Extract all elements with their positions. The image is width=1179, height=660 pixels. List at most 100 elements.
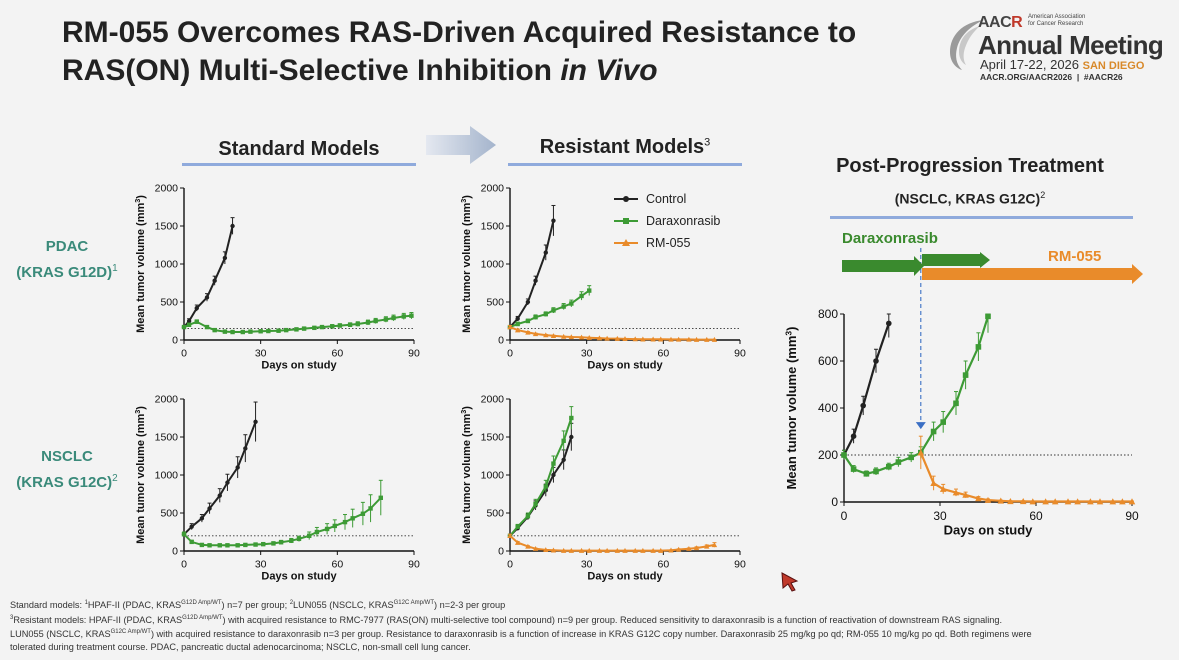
y-axis-label: Mean tumor volume (mm3) (460, 195, 473, 333)
data-point-daraxonrasib (569, 301, 574, 306)
slide-title-line1: RM-055 Overcomes RAS-Driven Acquired Res… (62, 16, 857, 49)
data-point-daraxonrasib (222, 329, 228, 334)
chart-post-progression: 0 200 400 600 800 0 30 60 90 Days on study Mean tu… (783, 248, 1139, 537)
data-point-rm-055 (507, 324, 513, 330)
x-axis-label: Days on study (261, 359, 337, 371)
y-tick-label: 500 (486, 508, 504, 520)
x-tick-label: 0 (507, 559, 513, 571)
data-point-rm-055 (586, 547, 592, 553)
data-point-daraxonrasib (975, 344, 982, 350)
data-point-control (515, 316, 520, 321)
x-tick-label: 0 (181, 559, 187, 571)
aacr-logo: AACR American Association for Cancer Res… (944, 8, 1172, 82)
series-line-rm-055 (509, 535, 715, 552)
data-point-rm-055 (668, 547, 674, 553)
data-point-daraxonrasib (841, 452, 847, 458)
data-point-daraxonrasib (294, 327, 299, 332)
y-tick-label: 0 (172, 546, 178, 558)
slide-title-line2-italic: in Vivo (560, 54, 658, 87)
data-point-rm-055 (532, 331, 539, 337)
data-point-daraxonrasib (908, 454, 914, 461)
data-point-rm-055 (939, 485, 947, 492)
data-point-daraxonrasib (383, 317, 389, 322)
y-axis-label-close: ) (135, 195, 147, 199)
x-tick-label: 90 (408, 559, 420, 571)
y-tick-label: 1000 (155, 470, 179, 482)
slide-title-line2: RAS(ON) Multi-Selective Inhibition in Vi… (62, 52, 932, 90)
data-point-daraxonrasib (569, 415, 574, 421)
data-point-daraxonrasib (342, 519, 348, 525)
data-point-rm-055 (1051, 498, 1059, 505)
data-point-daraxonrasib (248, 329, 253, 334)
series-line-control (843, 323, 890, 456)
switch-marker-arrow-icon (915, 422, 926, 430)
data-point-rm-055 (711, 336, 718, 342)
data-point-control (551, 472, 556, 478)
data-point-daraxonrasib (391, 315, 396, 321)
x-tick-label: 60 (331, 348, 343, 360)
data-point-control (225, 480, 230, 485)
data-point-rm-055 (1029, 498, 1037, 505)
y-tick-label: 600 (818, 354, 838, 368)
y-axis-label: Mean tumor volume (mm3) (134, 406, 147, 544)
y-tick-label: 1000 (155, 259, 179, 271)
y-axis-label-sup: 3 (460, 199, 468, 203)
data-point-daraxonrasib (276, 328, 281, 333)
data-point-rm-055 (952, 489, 960, 496)
data-point-rm-055 (1007, 497, 1014, 505)
data-point-daraxonrasib (895, 459, 902, 465)
data-point-rm-055 (686, 546, 692, 551)
row-label-pdac-line1: PDAC (45, 238, 89, 255)
data-point-daraxonrasib (301, 326, 307, 331)
aacr-logo-dates: April 17-22, 2026 SAN DIEGO (980, 57, 1145, 72)
data-point-daraxonrasib (355, 321, 360, 327)
data-point-daraxonrasib (330, 324, 335, 329)
y-axis-label-close: ) (461, 406, 473, 410)
y-axis-label-sup: 3 (134, 199, 142, 203)
data-point-daraxonrasib (337, 323, 343, 328)
footnote-line2: 3Resistant models: HPAF-II (PDAC, KRASG1… (10, 614, 1003, 625)
row-label-nsclc: NSCLC (KRAS G12C)2 (4, 446, 130, 494)
data-point-daraxonrasib (930, 428, 937, 435)
aacr-logo-brand: AACR (978, 14, 1023, 31)
data-point-daraxonrasib (284, 327, 289, 333)
y-axis-label-close: ) (461, 195, 473, 199)
y-tick-label: 500 (160, 297, 178, 309)
data-point-rm-055 (568, 334, 575, 340)
aacr-logo-url: AACR.ORG/AACR2026 | #AACR26 (980, 72, 1123, 82)
y-axis-label: Mean tumor volume (mm3) (783, 327, 799, 490)
data-point-rm-055 (1019, 497, 1027, 505)
data-point-rm-055 (668, 336, 674, 342)
y-tick-label: 1000 (481, 259, 505, 271)
chart-standard-pdac: 0 500 1000 1500 2000 0 30 60 90 Days on study Mean… (134, 183, 420, 372)
series-rm-055 (917, 435, 1136, 505)
data-point-rm-055 (1096, 498, 1104, 505)
data-point-control (204, 295, 210, 300)
series-line-control (509, 220, 555, 328)
data-point-daraxonrasib (258, 329, 263, 334)
footnote-line3: LUN055 (NSCLC, KRASG12C Amp/WT) with acq… (10, 629, 1032, 640)
data-point-daraxonrasib (199, 542, 205, 548)
y-axis-label: Mean tumor volume (mm3) (134, 195, 147, 333)
series-line-control (183, 225, 234, 328)
data-point-daraxonrasib (985, 313, 991, 320)
data-point-rm-055 (550, 547, 557, 553)
x-tick-label: 90 (1125, 509, 1139, 523)
data-point-control (551, 218, 556, 223)
data-point-rm-055 (1119, 498, 1126, 505)
data-point-daraxonrasib (368, 506, 373, 511)
header-standard-models: Standard Models (218, 138, 380, 160)
slide-title-line2-main: RAS(ON) Multi-Selective Inhibition (62, 54, 561, 87)
data-point-rm-055 (686, 336, 692, 342)
data-point-control (543, 250, 548, 255)
data-point-daraxonrasib (207, 543, 212, 548)
data-point-daraxonrasib (307, 533, 312, 538)
data-point-rm-055 (658, 547, 664, 553)
y-tick-label: 200 (818, 448, 838, 462)
data-point-daraxonrasib (561, 304, 566, 309)
row-label-nsclc-line1: NSCLC (41, 448, 93, 465)
data-point-daraxonrasib (314, 529, 320, 535)
data-point-rm-055 (675, 546, 682, 552)
data-point-rm-055 (693, 336, 700, 342)
slide-title: RM-055 Overcomes RAS-Driven Acquired Res… (62, 14, 932, 90)
